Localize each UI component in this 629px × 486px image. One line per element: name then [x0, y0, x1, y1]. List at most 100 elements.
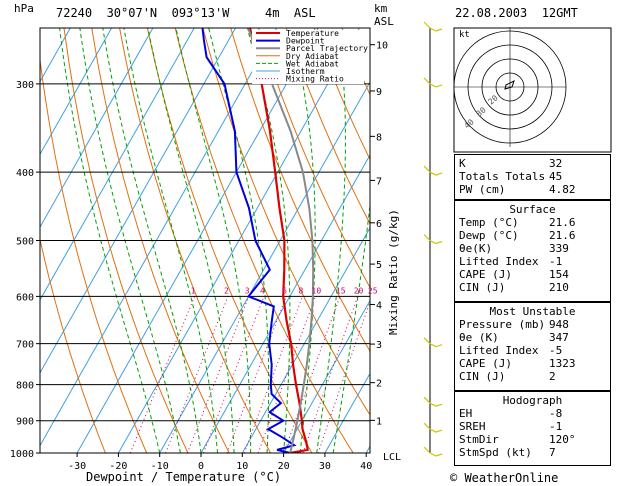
- isotherm-line: [117, 28, 360, 453]
- legend-label: Parcel Trajectory: [286, 44, 368, 53]
- dry-adiabat-line: [119, 28, 272, 453]
- wet-adiabat-line: [123, 28, 218, 453]
- dry-adiabat-line: [502, 16, 629, 469]
- mixing-ratio-label: 25: [368, 286, 378, 295]
- pressure-tick-label: 800: [16, 381, 34, 392]
- legend-label: Wet Adiabat: [286, 59, 339, 68]
- temp-tick-label: -30: [68, 461, 86, 472]
- isotherm-line: [200, 153, 370, 453]
- pressure-tick-label: 700: [16, 340, 34, 351]
- dry-adiabat-line: [529, 16, 629, 469]
- temp-tick-label: 10: [236, 461, 248, 472]
- wind-barb: [423, 234, 443, 245]
- mixing-ratio-label: 15: [336, 286, 346, 295]
- temp-tick-label: 40: [360, 461, 372, 472]
- wet-adiabat-line: [316, 28, 346, 453]
- km-tick-label: 2: [376, 379, 382, 390]
- hodograph-ring-label: 30: [475, 105, 488, 118]
- mixing-ratio-label: 20: [354, 286, 364, 295]
- dry-adiabat-line: [63, 28, 189, 453]
- pressure-tick-label: 400: [16, 168, 34, 179]
- wind-barb: [423, 165, 443, 176]
- isotherm-line: [159, 81, 370, 453]
- mixing-ratio-label: 8: [299, 286, 304, 295]
- km-tick-label: 5: [376, 260, 382, 271]
- isotherm-line: [40, 28, 154, 229]
- wet-adiabat-line: [332, 201, 370, 453]
- legend-label: Isotherm: [286, 67, 325, 76]
- mixing-ratio-label: 10: [312, 286, 322, 295]
- legend-label: Temperature: [286, 29, 339, 38]
- dry-adiabat-line: [257, 28, 370, 289]
- km-tick-label: 4: [376, 300, 382, 311]
- temperature-line: [248, 28, 309, 453]
- legend-bg: [252, 30, 364, 84]
- mixing-ratio-line: [226, 296, 287, 453]
- isotherm-line: [40, 28, 237, 374]
- hodograph-frame: [453, 27, 612, 153]
- pressure-tick-label: 500: [16, 237, 34, 248]
- wind-barb: [423, 446, 443, 457]
- wind-barb: [423, 396, 443, 407]
- wet-adiabat-line: [59, 28, 161, 453]
- dry-adiabat-line: [419, 16, 629, 469]
- wind-barb: [423, 21, 443, 32]
- dry-adiabat-line: [40, 237, 106, 453]
- mixing-ratio-label: 1: [191, 286, 196, 295]
- km-tick-label: 9: [376, 87, 382, 98]
- isotherm-line: [40, 28, 278, 447]
- wind-barb: [423, 337, 443, 348]
- legend-label: Dewpoint: [286, 37, 325, 46]
- mixing-ratio-label: 2: [224, 286, 229, 295]
- km-tick-label: 10: [376, 41, 388, 52]
- isotherm-line: [40, 28, 195, 301]
- dry-adiabat-line: [313, 28, 370, 161]
- isotherm-line: [324, 372, 370, 453]
- legend-label: Dry Adiabat: [286, 52, 339, 61]
- pressure-tick-label: 300: [16, 80, 34, 91]
- dry-adiabat-line: [174, 28, 354, 453]
- dry-adiabat-line: [40, 55, 148, 453]
- dry-adiabat-line: [285, 28, 370, 225]
- wet-adiabat-line: [208, 28, 270, 453]
- km-tick-label: 7: [376, 176, 382, 187]
- wet-adiabat-line: [147, 28, 235, 453]
- temp-tick-label: -20: [109, 461, 127, 472]
- wet-adiabat-line: [246, 28, 291, 453]
- temp-tick-label: -10: [151, 461, 169, 472]
- mixing-ratio-line: [129, 296, 196, 453]
- pressure-tick-label: 900: [16, 417, 34, 428]
- km-tick-label: 6: [376, 219, 382, 230]
- isotherm-line: [40, 28, 113, 156]
- wind-barb: [423, 422, 443, 433]
- isotherm-line: [241, 226, 370, 453]
- mixing-ratio-label: 3: [245, 286, 250, 295]
- dry-adiabat-line: [91, 28, 230, 453]
- dewpoint-line: [201, 28, 297, 453]
- parcel-trajectory-line: [246, 28, 315, 453]
- mixing-ratio-line: [203, 296, 265, 453]
- mixing-ratio-axis-label: Mixing Ratio (g/kg): [387, 209, 400, 335]
- wet-adiabat-line: [102, 28, 202, 453]
- dry-adiabat-line: [341, 28, 370, 96]
- dry-adiabat-line: [202, 28, 370, 416]
- plot-area: [40, 16, 629, 469]
- mixing-ratio-line: [317, 300, 370, 453]
- isotherm-line: [76, 28, 319, 453]
- wet-adiabat-line: [175, 28, 252, 453]
- hodograph-trace: [504, 80, 515, 90]
- mixing-ratio-label: 4: [260, 286, 265, 295]
- temp-tick-label: 30: [319, 461, 331, 472]
- pressure-tick-label: 1000: [10, 449, 34, 460]
- km-tick-label: 3: [376, 340, 382, 351]
- km-tick-label: 1: [376, 416, 382, 427]
- temp-tick-label: 20: [278, 461, 290, 472]
- wind-barb: [423, 77, 443, 88]
- legend-label: Mixing Ratio: [286, 75, 344, 84]
- km-tick-label: 8: [376, 132, 382, 143]
- temp-tick-label: 0: [198, 461, 204, 472]
- wet-adiabat-line: [79, 28, 181, 453]
- mixing-ratio-label: 6: [282, 286, 287, 295]
